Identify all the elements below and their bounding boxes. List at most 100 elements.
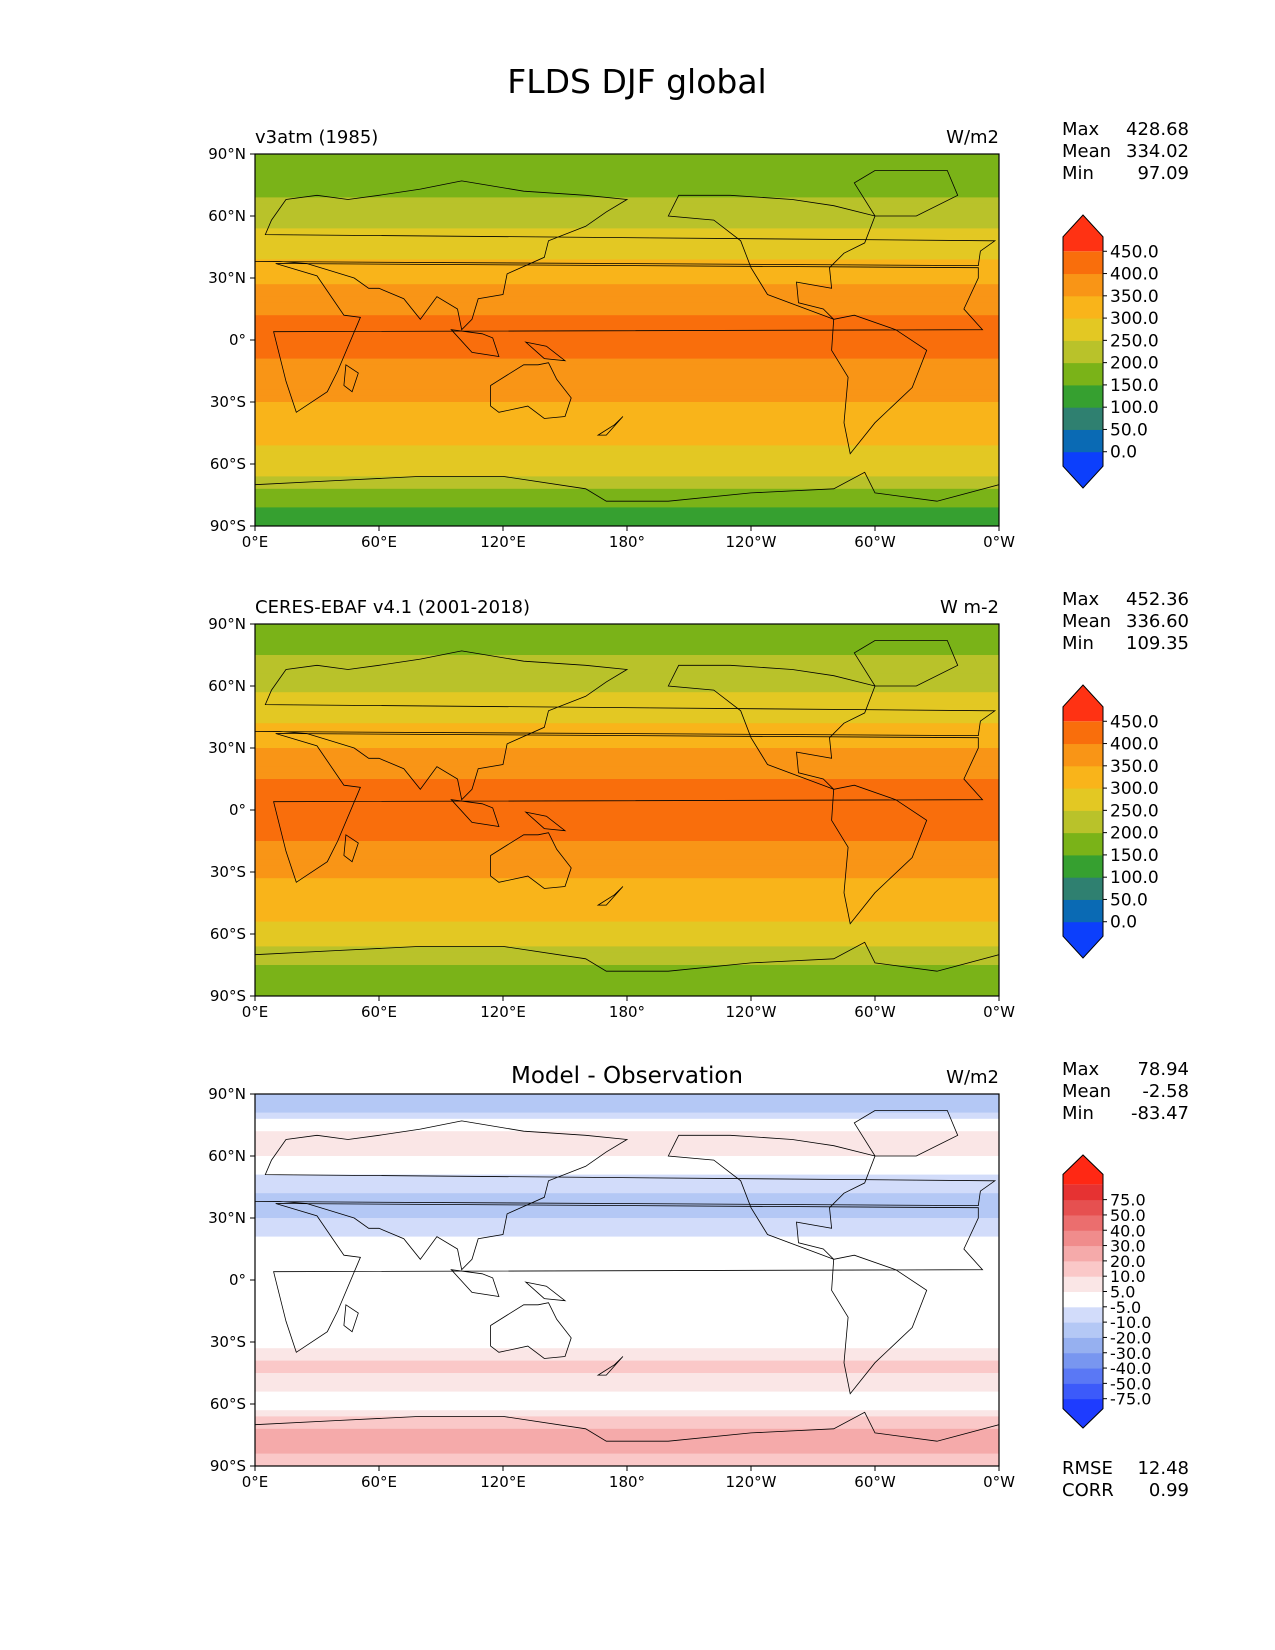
heatmap-band <box>255 402 999 409</box>
colorbar-extend-max <box>1063 685 1103 722</box>
heatmap-band <box>255 760 999 768</box>
colorbar-extend-max <box>1063 215 1103 252</box>
heatmap-band <box>255 791 999 799</box>
heatmap-band <box>255 766 999 774</box>
colorbar-segment <box>1063 1383 1103 1400</box>
stat-label: Min <box>1062 1103 1094 1124</box>
heatmap-band <box>255 451 999 459</box>
heatmap-band <box>255 648 999 656</box>
x-tick-label: 0°E <box>242 533 269 551</box>
y-tick-label: 30°N <box>208 739 246 757</box>
heatmap-band <box>255 934 999 941</box>
coastline <box>853 170 959 217</box>
y-tick-label: 60°N <box>208 677 246 695</box>
colorbar-label: -10.0 <box>1110 1313 1151 1332</box>
x-tick-label: 180° <box>609 533 645 551</box>
coastline <box>343 834 359 863</box>
heatmap-band <box>255 977 999 985</box>
coastline <box>450 329 500 357</box>
heatmap-band <box>255 1255 999 1262</box>
coastline <box>490 832 572 889</box>
heatmap-band <box>255 1273 999 1281</box>
colorbar-segment <box>1063 429 1103 453</box>
heatmap-band <box>255 853 999 861</box>
y-tick-label: 90°N <box>208 145 246 163</box>
heatmap-band <box>255 209 999 217</box>
colorbar-label: 5.0 <box>1110 1283 1135 1302</box>
heatmap-band <box>255 729 999 737</box>
heatmap-band <box>255 519 999 526</box>
x-tick-label: 0°E <box>242 1003 269 1021</box>
heatmap-band <box>255 940 999 947</box>
x-tick-label: 0°E <box>242 1473 269 1491</box>
x-tick-label: 60°E <box>361 1473 397 1491</box>
y-tick-label: 30°S <box>210 393 246 411</box>
heatmap-band <box>255 1342 999 1349</box>
stat-value: 78.94 <box>1137 1059 1189 1080</box>
x-tick-label: 60°W <box>854 533 896 551</box>
colorbar-segment <box>1063 899 1103 923</box>
stat-label: Min <box>1062 633 1094 654</box>
heatmap-band <box>255 971 999 978</box>
x-tick-label: 120°W <box>726 533 777 551</box>
colorbar-segment <box>1063 1352 1103 1369</box>
heatmap-band <box>255 1143 999 1151</box>
panel-left-label: CERES-EBAF v4.1 (2001-2018) <box>255 597 530 618</box>
colorbar-label: 200.0 <box>1110 824 1159 844</box>
colorbar-segment <box>1063 832 1103 856</box>
heatmap-band <box>255 1168 999 1176</box>
coastline <box>490 1302 572 1359</box>
heatmap-band <box>255 1323 999 1331</box>
colorbar-extend-min <box>1063 451 1103 488</box>
coastline <box>524 811 567 832</box>
heatmap-band <box>255 909 999 916</box>
heatmap-band <box>255 1360 999 1368</box>
heatmap-band <box>255 457 999 465</box>
coastline <box>490 362 572 419</box>
stat-label: Mean <box>1062 611 1111 632</box>
colorbar-label: 20.0 <box>1110 1252 1146 1271</box>
heatmap-band <box>255 1280 999 1287</box>
colorbar-label: 450.0 <box>1110 242 1159 262</box>
heatmap-band <box>255 333 999 341</box>
x-tick-label: 0°W <box>983 1003 1015 1021</box>
colorbar-segment <box>1063 788 1103 811</box>
coastline <box>667 664 876 790</box>
y-tick-label: 60°S <box>210 1395 246 1413</box>
colorbar-label: 100.0 <box>1110 868 1159 888</box>
colorbar-segment <box>1063 1245 1103 1262</box>
heatmap-band <box>255 420 999 428</box>
coastline <box>343 1304 359 1333</box>
colorbar-label: 450.0 <box>1110 712 1159 732</box>
colorbar-segment <box>1063 1230 1103 1247</box>
heatmap-band <box>255 710 999 718</box>
colorbar-label: 300.0 <box>1110 779 1159 799</box>
heatmap-band <box>255 1187 999 1194</box>
coastline <box>450 1269 500 1297</box>
heatmap-band <box>255 507 999 515</box>
heatmap-band <box>255 754 999 761</box>
colorbar-segment <box>1063 1337 1103 1354</box>
heatmap-band <box>255 952 999 960</box>
heatmap-band <box>255 464 999 471</box>
error-stat-label: RMSE <box>1062 1458 1113 1479</box>
heatmap-band <box>255 433 999 440</box>
heatmap-band <box>255 946 999 954</box>
x-tick-label: 0°W <box>983 533 1015 551</box>
colorbar-label: 50.0 <box>1110 1206 1146 1225</box>
heatmap-band <box>255 1379 999 1386</box>
coastline <box>524 341 567 362</box>
heatmap-band <box>255 816 999 823</box>
heatmap-band <box>255 679 999 687</box>
colorbar-segment <box>1063 251 1103 275</box>
heatmap-band <box>255 1261 999 1269</box>
colorbar-label: 10.0 <box>1110 1267 1146 1286</box>
heatmap-field <box>255 154 999 526</box>
heatmap-band <box>255 1242 999 1250</box>
heatmap-band <box>255 1162 999 1169</box>
y-tick-label: 90°S <box>210 517 246 535</box>
colorbar-label: -5.0 <box>1110 1298 1141 1317</box>
heatmap-band <box>255 408 999 415</box>
colorbar-segment <box>1063 877 1103 900</box>
